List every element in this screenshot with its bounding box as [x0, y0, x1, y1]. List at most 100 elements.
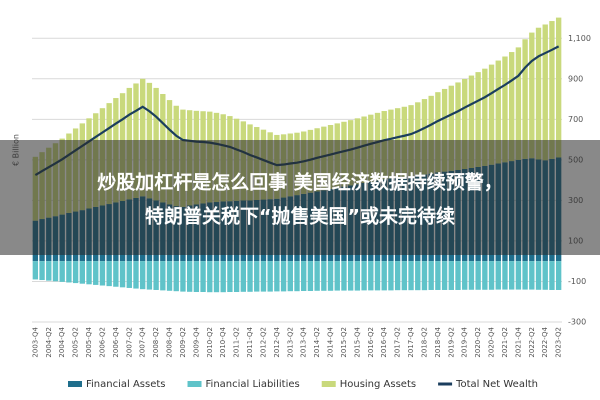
bar — [354, 261, 361, 291]
bar — [66, 261, 72, 283]
bar — [482, 261, 488, 290]
bar — [361, 261, 367, 291]
bar — [381, 261, 387, 291]
bar — [233, 261, 240, 293]
x-tick-label: 2011-Q4 — [246, 326, 254, 357]
x-tick-label: 2022-Q2 — [528, 327, 536, 358]
bar — [462, 79, 468, 169]
y-tick-label: -100 — [568, 277, 586, 286]
bar — [428, 261, 434, 290]
bar — [213, 261, 220, 293]
bar — [32, 261, 39, 280]
bar — [301, 261, 307, 291]
bar — [394, 261, 401, 291]
x-tick-label: 2005-Q4 — [85, 326, 93, 357]
x-tick-label: 2014-Q4 — [327, 326, 335, 357]
bar — [529, 32, 535, 159]
bar — [207, 261, 213, 293]
x-tick-label: 2012-Q2 — [259, 327, 267, 358]
bar — [180, 261, 186, 292]
bar — [488, 64, 495, 165]
bar — [462, 261, 468, 290]
x-tick-label: 2006-Q4 — [112, 326, 120, 357]
y-tick-label: 700 — [568, 115, 583, 124]
bar — [52, 261, 59, 282]
x-tick-label: 2006-Q2 — [98, 327, 106, 358]
bar — [72, 261, 79, 284]
x-tick-label: 2020-Q4 — [488, 326, 496, 357]
x-tick-label: 2014-Q2 — [313, 327, 321, 358]
bar — [140, 261, 146, 290]
bar — [314, 261, 320, 291]
bar — [294, 261, 300, 292]
caption-line: 炒股加杠杆是怎么回事 美国经济数据持续预警， — [97, 171, 503, 194]
bar — [93, 261, 99, 285]
bar — [274, 261, 280, 292]
x-tick-label: 2013-Q4 — [300, 326, 308, 357]
x-tick-label: 2004-Q2 — [45, 327, 53, 358]
legend-label: Financial Assets — [86, 379, 166, 390]
caption-line: 特朗普关税下“抛售美国”或未完待续 — [145, 205, 455, 228]
x-tick-label: 2008-Q2 — [152, 327, 160, 358]
bar — [146, 261, 153, 290]
bar — [327, 261, 334, 291]
y-tick-label: 1,100 — [568, 34, 591, 43]
x-tick-label: 2011-Q2 — [233, 327, 241, 358]
bar — [287, 261, 293, 292]
bar — [421, 99, 428, 175]
bar — [495, 60, 501, 164]
bar — [468, 75, 475, 168]
bar — [428, 95, 434, 174]
legend-swatch — [187, 381, 202, 387]
bar — [468, 261, 475, 290]
bar — [475, 261, 481, 290]
x-tick-label: 2021-Q4 — [514, 326, 522, 357]
bar — [267, 261, 273, 292]
bar — [495, 261, 501, 290]
bar — [254, 261, 260, 292]
bar — [515, 261, 522, 290]
bar — [46, 261, 52, 281]
x-tick-label: 2020-Q2 — [474, 327, 482, 358]
legend-label: Total Net Wealth — [455, 379, 538, 390]
bar — [140, 78, 146, 197]
x-tick-label: 2016-Q4 — [380, 326, 388, 357]
bar — [240, 261, 247, 292]
bar — [321, 261, 327, 291]
bar — [549, 261, 555, 290]
bar — [435, 92, 441, 173]
bar — [502, 261, 508, 290]
bar — [535, 261, 542, 290]
bar — [153, 261, 159, 290]
bar — [542, 24, 548, 161]
x-tick-label: 2007-Q4 — [139, 326, 147, 357]
bar — [347, 261, 354, 291]
bar — [59, 261, 65, 282]
x-tick-label: 2018-Q4 — [434, 326, 442, 357]
bar — [482, 68, 488, 166]
bar — [200, 261, 206, 293]
y-tick-label: 900 — [568, 74, 583, 83]
bar — [415, 102, 421, 176]
bar — [133, 261, 139, 289]
bar — [113, 261, 119, 287]
bar — [448, 85, 454, 171]
bar — [515, 47, 522, 160]
bar — [555, 17, 562, 158]
x-tick-label: 2017-Q4 — [407, 326, 415, 357]
bar — [227, 261, 233, 293]
bar — [280, 261, 287, 292]
bar — [555, 261, 562, 290]
x-tick-label: 2009-Q2 — [179, 327, 187, 358]
bar — [368, 261, 374, 291]
x-tick-label: 2017-Q2 — [394, 327, 402, 358]
bar — [529, 261, 535, 290]
x-tick-label: 2019-Q2 — [447, 327, 455, 358]
bar — [502, 56, 508, 163]
bar — [475, 72, 481, 167]
bar — [193, 261, 200, 293]
x-tick-label: 2008-Q4 — [166, 326, 174, 357]
bar — [455, 82, 461, 170]
bar — [522, 39, 528, 159]
